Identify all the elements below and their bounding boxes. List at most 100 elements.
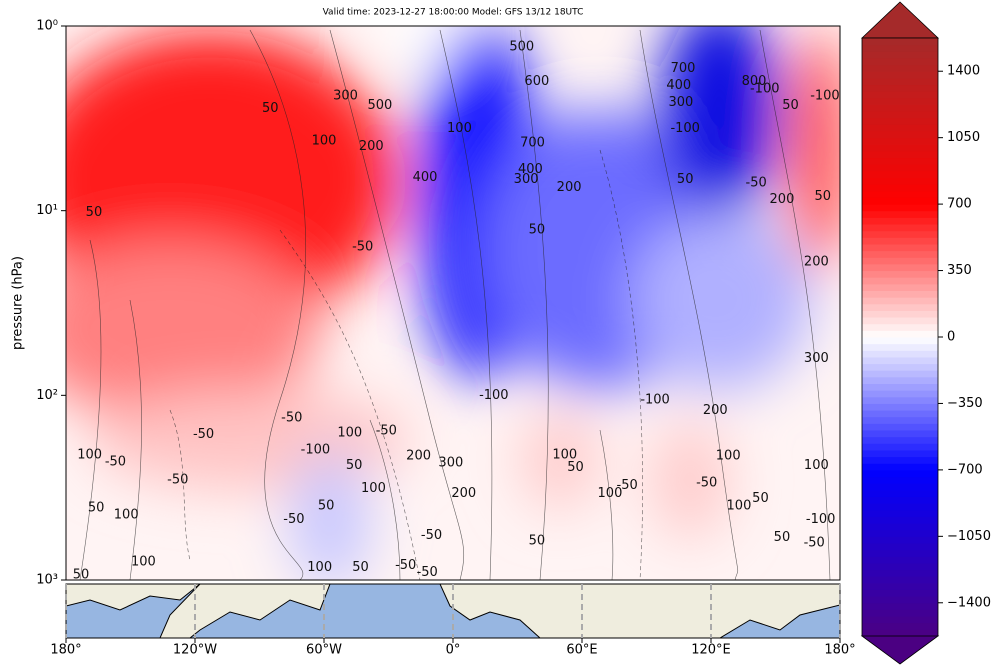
contour-label: 700 — [671, 61, 696, 76]
contour-label: 100 — [361, 481, 386, 496]
contour-label: -50 — [193, 427, 214, 442]
contour-label: -100 — [479, 388, 509, 403]
contour-label: 200 — [557, 180, 582, 195]
contour-label: -50 — [617, 478, 638, 493]
contour-label: 50 — [346, 458, 363, 473]
contour-label: 800 — [742, 74, 767, 89]
x-tick-label: 60°E — [566, 643, 597, 658]
colorbar-level — [862, 343, 938, 351]
contour-label: -100 — [640, 393, 670, 408]
x-tick-label: 180° — [824, 643, 855, 658]
contour-label: 50 — [567, 460, 584, 475]
contour-label: -50 — [421, 528, 442, 543]
colorbar-tick-label: 0 — [947, 330, 955, 345]
contour-label: 50 — [774, 530, 791, 545]
x-tick-label: 60°W — [306, 643, 342, 658]
colorbar-level — [862, 423, 938, 431]
contour-label: 100 — [114, 508, 139, 523]
y-axis-label: pressure (hPa) — [11, 256, 26, 350]
colorbar-tick-label: −700 — [947, 462, 983, 477]
contour-label: -50 — [281, 411, 302, 426]
colorbar-level — [862, 64, 938, 72]
contour-label: 100 — [804, 458, 829, 473]
contour-label: 100 — [598, 486, 623, 501]
contour-label: 100 — [307, 560, 332, 575]
colorbar-level — [862, 436, 938, 444]
colorbar-level — [862, 38, 938, 46]
contour-label: 50 — [73, 568, 90, 583]
contour-label: 500 — [509, 40, 534, 55]
colorbar-level — [862, 403, 938, 411]
colorbar-tick-label: −1050 — [947, 529, 991, 544]
contour-label: -50 — [746, 176, 767, 191]
colorbar-level — [862, 356, 938, 365]
colorbar-level — [862, 210, 938, 218]
colorbar-level — [862, 190, 938, 198]
colorbar-level — [862, 576, 938, 584]
colorbar-level — [862, 562, 938, 571]
contour-label: -50 — [696, 475, 717, 490]
colorbar-level — [862, 410, 938, 418]
contour-label: 200 — [703, 403, 728, 418]
colorbar-level — [862, 117, 938, 125]
contour-label: 50 — [782, 98, 799, 113]
colorbar-level — [862, 616, 938, 624]
y-tick-label: 10³ — [36, 573, 58, 588]
colorbar-level — [862, 383, 938, 391]
colorbar-level — [862, 602, 938, 610]
colorbar-level — [862, 582, 938, 590]
contour-label: 200 — [359, 139, 384, 154]
colorbar-level — [862, 84, 938, 92]
colorbar-level — [862, 516, 938, 524]
colorbar-level — [862, 529, 938, 537]
contour-label: 100 — [77, 447, 102, 462]
colorbar-level — [862, 629, 938, 637]
y-tick-label: 10⁰ — [36, 19, 58, 34]
colorbar-level — [862, 224, 938, 232]
colorbar-level — [862, 44, 938, 52]
colorbar-level — [862, 157, 938, 165]
colorbar-level — [862, 257, 938, 265]
colorbar-level — [862, 270, 938, 278]
colorbar-level — [862, 197, 938, 205]
contour-label: 300 — [333, 89, 358, 104]
colorbar-level — [862, 104, 938, 112]
contour-label: -100 — [670, 121, 700, 136]
colorbar-level — [862, 396, 938, 404]
colorbar-level — [862, 71, 938, 79]
y-tick-label: 10¹ — [36, 203, 58, 218]
contour-label: 50 — [815, 189, 832, 204]
contour-label: 200 — [451, 486, 476, 501]
colorbar-level — [862, 549, 938, 557]
colorbar-level — [862, 51, 938, 59]
colorbar-level — [862, 609, 938, 617]
colorbar-level — [862, 430, 938, 438]
colorbar-level — [862, 310, 938, 318]
colorbar-level — [862, 290, 938, 298]
colorbar-level — [862, 416, 938, 424]
colorbar-level — [862, 250, 938, 258]
colorbar-level — [862, 569, 938, 577]
colorbar-level — [862, 184, 938, 192]
colorbar-level — [862, 536, 938, 544]
colorbar-level — [862, 230, 938, 238]
contour-label: -50 — [167, 472, 188, 487]
colorbar-level — [862, 237, 938, 245]
colorbar-level — [862, 243, 938, 252]
colorbar-level — [862, 131, 938, 139]
colorbar-level — [862, 489, 938, 497]
colorbar-tick-label: 700 — [947, 197, 972, 212]
colorbar-tick-label: 1400 — [947, 64, 980, 79]
contour-label: 50 — [86, 205, 103, 220]
colorbar-level — [862, 303, 938, 311]
colorbar-level — [862, 330, 938, 338]
colorbar-level — [862, 144, 938, 152]
contour-label: 100 — [131, 555, 156, 570]
colorbar-level — [862, 177, 938, 185]
colorbar-level — [862, 277, 938, 285]
colorbar-level — [862, 596, 938, 604]
contour-label: -100 — [806, 512, 836, 527]
colorbar-level — [862, 476, 938, 484]
colorbar-level — [862, 57, 938, 66]
